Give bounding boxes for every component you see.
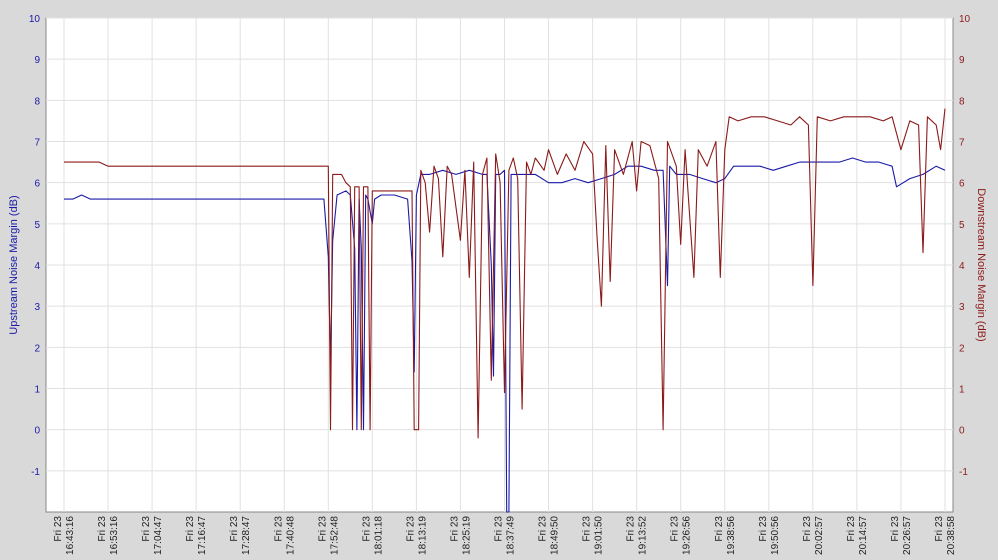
x-tick-time: 19:26:56 — [682, 516, 693, 555]
x-tick-time: 16:53:16 — [109, 516, 120, 555]
x-tick-time: 16:43:16 — [65, 516, 76, 555]
x-tick-time: 19:01:50 — [594, 516, 605, 555]
x-axis-tick-label: Fri 23 16:53:16 — [97, 516, 120, 555]
left-axis-tick-label: 0 — [34, 426, 40, 437]
x-tick-time: 18:13:19 — [417, 516, 428, 555]
x-axis-tick-label: Fri 23 18:01:18 — [361, 516, 384, 555]
left-axis-tick-label: 9 — [34, 55, 40, 66]
left-axis-label: Upstream Noise Margin (dB) — [8, 195, 20, 334]
left-axis-tick-label: 1 — [34, 385, 40, 396]
x-tick-day: Fri 23 — [53, 516, 64, 542]
left-axis-tick-labels: -1 0 1 2 3 4 5 6 7 8 9 10 — [29, 14, 41, 478]
upstream-noise-margin-line — [64, 157, 946, 513]
x-tick-time: 19:13:52 — [638, 516, 649, 555]
right-axis-tick-label: 2 — [959, 343, 965, 354]
right-axis-tick-label: -1 — [959, 467, 968, 478]
x-tick-day: Fri 23 — [273, 516, 284, 542]
x-tick-day: Fri 23 — [97, 516, 108, 542]
x-tick-time: 17:40:48 — [285, 516, 296, 555]
x-tick-time: 19:38:56 — [726, 516, 737, 555]
x-axis-tick-label: Fri 23 19:26:56 — [670, 516, 693, 555]
x-axis-tick-label: Fri 23 17:52:48 — [317, 516, 340, 555]
left-axis-tick-label: 6 — [34, 179, 40, 190]
x-tick-day: Fri 23 — [538, 516, 549, 542]
right-axis-tick-label: 8 — [959, 96, 965, 107]
x-axis-tick-label: Fri 23 20:26:57 — [890, 516, 913, 555]
x-tick-time: 17:04:47 — [153, 516, 164, 555]
x-axis-tick-label: Fri 23 17:04:47 — [141, 516, 164, 555]
x-axis-tick-label: Fri 23 17:40:48 — [273, 516, 296, 555]
left-axis-tick-label: -1 — [31, 467, 40, 478]
x-tick-time: 20:26:57 — [902, 516, 913, 555]
left-axis-tick-label: 4 — [34, 261, 40, 272]
grid-lines — [46, 17, 953, 512]
x-tick-day: Fri 23 — [890, 516, 901, 542]
x-tick-time: 18:25:19 — [461, 516, 472, 555]
right-axis-tick-label: 1 — [959, 385, 965, 396]
left-axis-tick-label: 5 — [34, 220, 40, 231]
left-axis-tick-label: 2 — [34, 343, 40, 354]
left-axis-tick-label: 7 — [34, 138, 40, 149]
right-axis-tick-label: 7 — [959, 138, 965, 149]
right-axis-tick-label: 4 — [959, 261, 965, 272]
x-axis-tick-label: Fri 23 19:13:52 — [626, 516, 649, 555]
x-tick-day: Fri 23 — [670, 516, 681, 542]
x-tick-time: 20:14:57 — [858, 516, 869, 555]
left-axis-tick-label: 10 — [29, 14, 41, 25]
x-axis-tick-label: Fri 23 20:38:58 — [934, 516, 957, 555]
right-axis-tick-label: 9 — [959, 55, 965, 66]
x-tick-day: Fri 23 — [802, 516, 813, 542]
x-axis-tick-label: Fri 23 18:13:19 — [405, 516, 428, 555]
right-axis-tick-label: 0 — [959, 426, 965, 437]
x-tick-day: Fri 23 — [626, 516, 637, 542]
x-tick-day: Fri 23 — [317, 516, 328, 542]
series-lines — [64, 108, 946, 513]
x-axis-tick-label: Fri 23 18:37:49 — [494, 516, 517, 555]
x-axis-tick-label: Fri 23 18:25:19 — [449, 516, 472, 555]
x-axis-tick-label: Fri 23 17:28:47 — [229, 516, 252, 555]
left-axis-tick-label: 8 — [34, 96, 40, 107]
x-axis-tick-label: Fri 23 20:14:57 — [846, 516, 869, 555]
x-axis-tick-label: Fri 23 19:01:50 — [582, 516, 605, 555]
x-tick-day: Fri 23 — [405, 516, 416, 542]
x-tick-day: Fri 23 — [846, 516, 857, 542]
right-axis-tick-label: 5 — [959, 220, 965, 231]
x-tick-day: Fri 23 — [714, 516, 725, 542]
x-tick-time: 18:01:18 — [373, 516, 384, 555]
x-tick-time: 17:28:47 — [241, 516, 252, 555]
x-tick-day: Fri 23 — [494, 516, 505, 542]
right-axis-tick-label: 3 — [959, 302, 965, 313]
x-tick-day: Fri 23 — [141, 516, 152, 542]
x-axis-tick-label: Fri 23 19:38:56 — [714, 516, 737, 555]
x-tick-day: Fri 23 — [361, 516, 372, 542]
x-tick-day: Fri 23 — [758, 516, 769, 542]
right-axis-label: Downstream Noise Margin (dB) — [975, 188, 987, 341]
x-tick-day: Fri 23 — [185, 516, 196, 542]
x-axis-tick-label: Fri 23 18:49:50 — [538, 516, 561, 555]
x-axis-tick-label: Fri 23 17:16:47 — [185, 516, 208, 555]
left-axis-tick-label: 3 — [34, 302, 40, 313]
x-axis-tick-labels: Fri 23 16:43:16 Fri 23 16:53:16 Fri 23 17:04:… — [53, 516, 957, 555]
x-tick-time: 17:16:47 — [197, 516, 208, 555]
x-tick-day: Fri 23 — [229, 516, 240, 542]
right-axis-tick-label: 10 — [959, 14, 971, 25]
downstream-noise-margin-line — [64, 108, 946, 439]
x-tick-time: 17:52:48 — [329, 516, 340, 555]
x-axis-tick-label: Fri 23 19:50:56 — [758, 516, 781, 555]
x-axis-tick-label: Fri 23 16:43:16 — [53, 516, 76, 555]
x-tick-day: Fri 23 — [934, 516, 945, 542]
x-tick-day: Fri 23 — [449, 516, 460, 542]
x-tick-day: Fri 23 — [582, 516, 593, 542]
x-tick-time: 20:38:58 — [946, 516, 957, 555]
x-tick-time: 20:02:57 — [814, 516, 825, 555]
right-axis-tick-labels: -1 0 1 2 3 4 5 6 7 8 9 10 — [959, 14, 971, 478]
x-tick-time: 19:50:56 — [770, 516, 781, 555]
right-axis-tick-label: 6 — [959, 179, 965, 190]
x-axis-tick-label: Fri 23 20:02:57 — [802, 516, 825, 555]
x-tick-time: 18:49:50 — [550, 516, 561, 555]
x-tick-time: 18:37:49 — [506, 516, 517, 555]
